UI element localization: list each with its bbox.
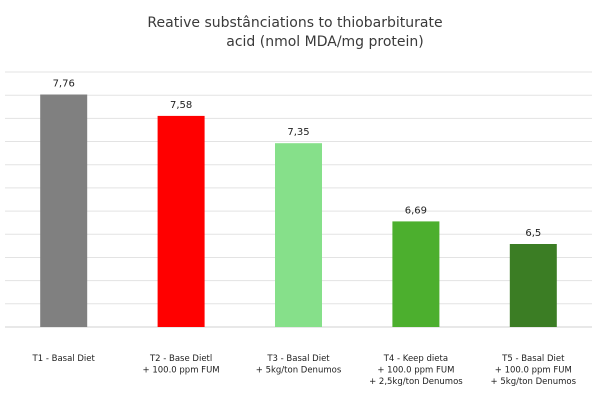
chart-title-line-2: acid (nmol MDA/mg protein) [226, 34, 424, 50]
category-label-line: + 5kg/ton Denumos [491, 377, 577, 387]
bars [40, 94, 557, 328]
bar-5 [509, 244, 557, 327]
category-label-line: T3 - Basal Diet [266, 354, 330, 364]
category-label-3: T3 - Basal Diet + 5kg/ton Denumos [256, 354, 342, 376]
category-label-line: + 100.0 ppm FUM [495, 366, 572, 376]
category-label-line: + 100.0 ppm FUM [143, 366, 220, 376]
category-label-line: T2 - Base Dietl [149, 354, 212, 364]
value-labels: 7,76 7,58 7,35 6,69 6,5 [53, 79, 542, 240]
value-label-4: 6,69 [405, 205, 427, 216]
category-label-line: + 100.0 ppm FUM [377, 366, 454, 376]
category-label-line: + 5kg/ton Denumos [256, 366, 342, 376]
category-label-line: + 2,5kg/ton Denumos [369, 377, 463, 387]
value-label-1: 7,76 [53, 79, 75, 90]
value-label-3: 7,35 [287, 127, 309, 138]
value-label-2: 7,58 [170, 100, 192, 111]
category-label-line: T1 - Basal Diet [32, 354, 96, 364]
bar-3 [275, 143, 322, 327]
value-label-5: 6,5 [525, 228, 541, 239]
category-label-2: T2 - Base Dietl + 100.0 ppm FUM [143, 354, 220, 376]
category-label-line: T5 - Basal Diet [501, 354, 565, 364]
chart-title-line-1: Reative substânciations to thiobarbitura… [147, 15, 442, 31]
category-label-5: T5 - Basal Diet + 100.0 ppm FUM + 5kg/ton … [491, 354, 577, 387]
category-label-line: T4 - Keep dieta [383, 354, 448, 364]
bar-2 [157, 115, 205, 328]
bar-1 [40, 94, 88, 327]
category-label-1: T1 - Basal Diet [32, 354, 96, 364]
category-labels: T1 - Basal Diet T2 - Base Dietl + 100.0 pp… [32, 354, 577, 387]
bar-4 [392, 221, 440, 327]
category-label-4: T4 - Keep dieta + 100.0 ppm FUM + 2,5kg/to… [369, 354, 463, 387]
